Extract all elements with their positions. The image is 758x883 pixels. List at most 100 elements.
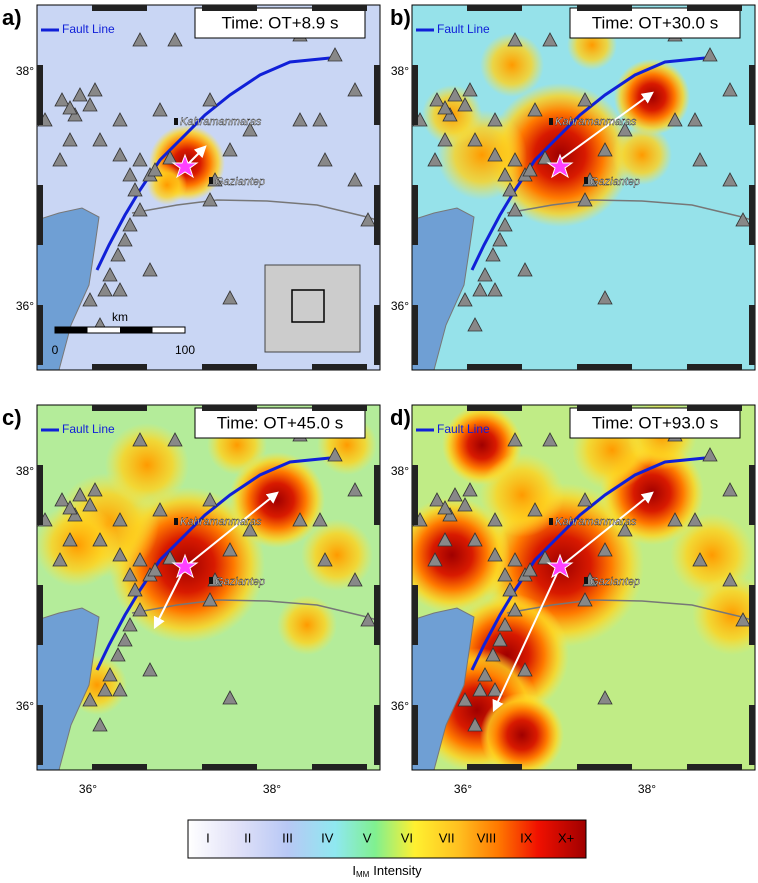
station xyxy=(152,102,168,117)
legend-label: Fault Line xyxy=(62,22,115,36)
station xyxy=(67,507,83,522)
frame-tick xyxy=(37,585,43,645)
city-marker xyxy=(174,118,178,125)
station xyxy=(442,107,458,122)
station xyxy=(702,47,718,62)
frame-tick xyxy=(687,764,742,770)
frame-tick xyxy=(374,465,380,525)
station xyxy=(527,502,543,517)
city-label: Kahramanmaras xyxy=(180,516,262,528)
lat-label: 36° xyxy=(391,699,409,713)
station xyxy=(485,647,501,662)
frame-tick xyxy=(467,364,522,370)
station xyxy=(242,522,258,537)
frame-tick xyxy=(412,585,418,645)
station xyxy=(292,512,308,527)
panel-label: c) xyxy=(2,405,22,430)
station xyxy=(667,112,683,127)
station xyxy=(577,492,593,507)
frame-tick xyxy=(312,5,367,11)
city-label: Kahramanmaras xyxy=(180,116,262,128)
city-marker xyxy=(584,577,588,584)
panel-label: d) xyxy=(390,405,411,430)
frame-tick xyxy=(312,764,367,770)
scale-bar-segment xyxy=(55,327,88,333)
lon-label: 36° xyxy=(79,782,97,796)
station xyxy=(132,202,148,217)
legend-label: Fault Line xyxy=(62,422,115,436)
station xyxy=(142,262,158,277)
city-label: Gaziantep xyxy=(590,176,640,188)
station xyxy=(112,112,128,127)
station xyxy=(487,512,503,527)
colorbar-title-part: MM xyxy=(356,870,370,879)
station xyxy=(327,447,343,462)
lon-label: 38° xyxy=(638,782,656,796)
station xyxy=(102,267,118,282)
station xyxy=(167,432,183,447)
station xyxy=(502,182,518,197)
colorbar-label: VII xyxy=(439,830,455,845)
station xyxy=(597,290,613,305)
station xyxy=(202,192,218,207)
station xyxy=(202,92,218,107)
station xyxy=(487,112,503,127)
frame-tick xyxy=(749,185,755,245)
frame-tick xyxy=(577,405,632,411)
rupture-arrow xyxy=(153,566,186,630)
panel-label: b) xyxy=(390,5,411,30)
station xyxy=(112,282,128,297)
station xyxy=(147,562,163,577)
station xyxy=(457,97,473,112)
station xyxy=(132,602,148,617)
station xyxy=(577,92,593,107)
station xyxy=(507,32,523,47)
colorbar-title-part: I xyxy=(352,863,356,878)
station xyxy=(692,152,708,167)
intensity-blob xyxy=(480,693,564,770)
station xyxy=(687,112,703,127)
station xyxy=(537,550,553,565)
intensity-blob xyxy=(612,125,672,185)
station xyxy=(462,482,478,497)
station xyxy=(97,282,113,297)
station xyxy=(487,147,503,162)
frame-tick xyxy=(374,705,380,765)
station xyxy=(437,100,453,115)
frame-tick xyxy=(202,405,257,411)
station xyxy=(522,562,538,577)
frame-tick xyxy=(749,305,755,365)
station xyxy=(82,692,98,707)
station xyxy=(92,532,108,547)
epicenter-star xyxy=(171,553,199,579)
frame-tick xyxy=(412,305,418,365)
city-marker xyxy=(209,577,213,584)
fault-line xyxy=(470,56,706,271)
intensity-blob xyxy=(480,33,544,97)
colorbar-label: V xyxy=(363,830,372,845)
station xyxy=(112,547,128,562)
map-area: Kahramanmaras Gaziantep Fault Line Time: OT… xyxy=(37,5,380,370)
station xyxy=(442,507,458,522)
colorbar xyxy=(187,819,587,859)
station xyxy=(722,572,738,587)
frame-tick xyxy=(92,5,147,11)
station xyxy=(87,482,103,497)
station xyxy=(312,512,328,527)
station xyxy=(62,132,78,147)
sea xyxy=(412,607,475,770)
station xyxy=(202,592,218,607)
city-label: Gaziantep xyxy=(215,176,265,188)
station xyxy=(110,647,126,662)
station xyxy=(347,82,363,97)
station xyxy=(507,152,523,167)
frame-tick xyxy=(312,405,367,411)
station xyxy=(507,552,523,567)
colorbar-label: VI xyxy=(401,830,413,845)
station xyxy=(52,152,68,167)
station xyxy=(112,512,128,527)
station xyxy=(437,500,453,515)
city-marker xyxy=(549,518,553,525)
frame-tick xyxy=(202,764,257,770)
